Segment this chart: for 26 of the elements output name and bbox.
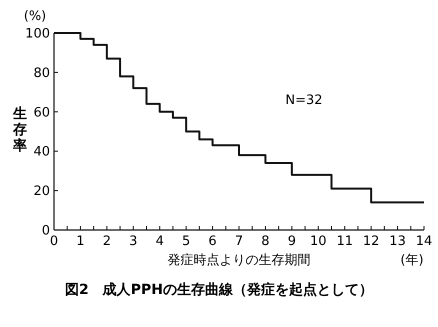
x-tick-label: 1 [76,234,85,249]
y-axis-title: 生存率 [12,106,27,154]
y-tick-label: 60 [33,105,50,120]
x-tick-label: 13 [389,234,406,249]
x-tick-label: 2 [102,234,111,249]
x-tick-label: 5 [182,234,190,249]
x-tick-label: 12 [362,234,380,249]
x-tick-label: 14 [416,234,432,249]
x-tick-label: 4 [156,234,164,249]
y-tick-label: 20 [33,184,50,200]
text: (年) [400,253,424,268]
x-tick-label: 8 [261,234,270,249]
x-tick-label: 3 [129,234,138,249]
text: (%) [24,9,46,24]
x-tick-label: 9 [288,234,296,249]
y-tick-label: 80 [33,66,50,81]
x-tick-label: 10 [310,234,327,249]
x-tick-label: 7 [234,234,244,249]
x-tick-label: 11 [336,234,353,249]
text: 図2 成人PPHの生存曲線（発症を起点として） [65,281,373,298]
annotation: N=32 [285,93,323,108]
y-tick-label: 0 [42,224,50,238]
y-tick-label: 40 [33,144,50,160]
x-axis-title: 発症時点よりの生存期間 [168,253,310,268]
x-tick-label: 6 [208,234,217,249]
y-tick-label: 100 [25,26,50,42]
